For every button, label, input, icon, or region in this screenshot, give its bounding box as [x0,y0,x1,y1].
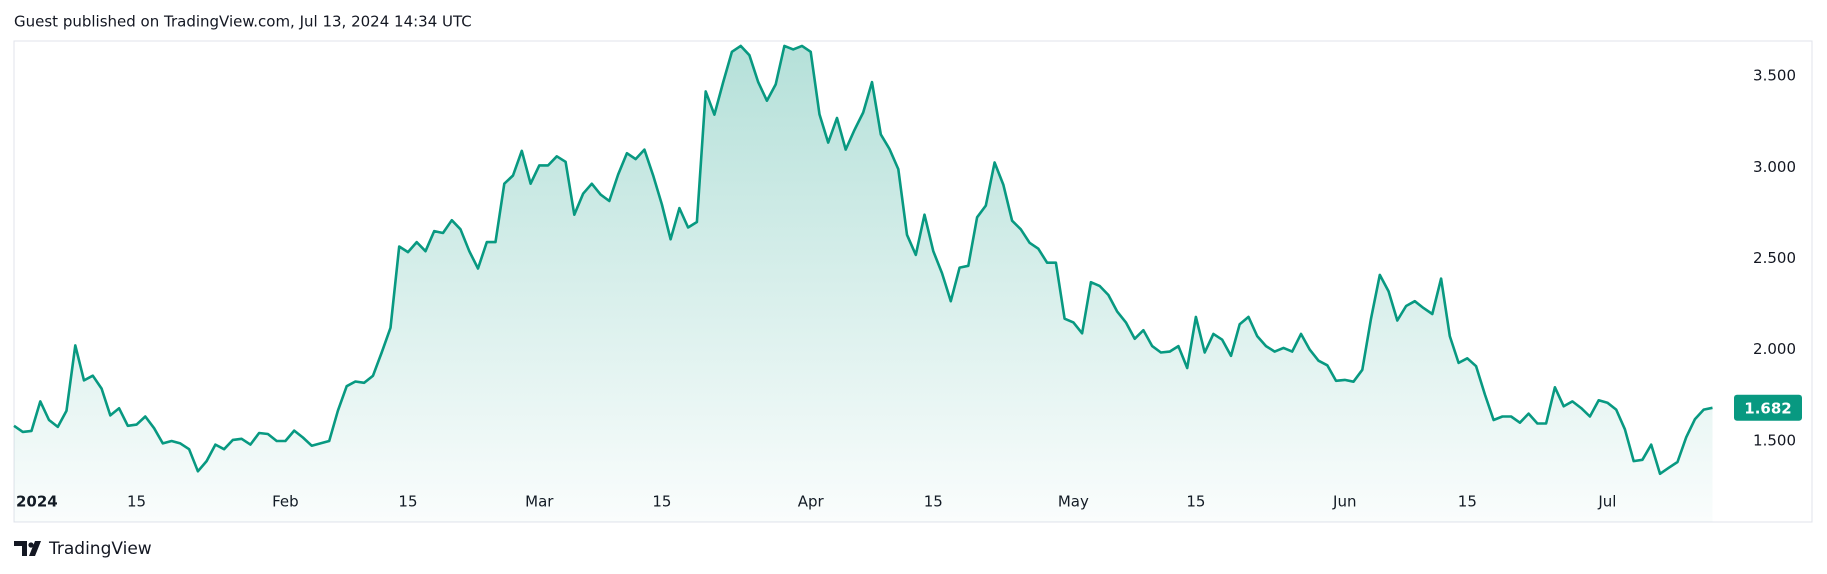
y-tick-label: 3.500 [1753,67,1796,85]
last-price-label: 1.682 [1744,399,1791,417]
y-tick-label: 3.000 [1753,158,1796,176]
publish-info: Guest published on TradingView.com, Jul … [14,13,472,31]
logo-slash [29,541,41,556]
logo-dot [28,542,34,548]
price-line [13,44,1713,476]
tradingview-logo [14,541,41,556]
last-price-badge [1734,394,1802,421]
y-tick-label: 1.500 [1753,431,1796,449]
y-tick-label: 2.500 [1753,249,1796,267]
footer-brand[interactable]: TradingView [48,539,152,559]
y-tick-label: 2.000 [1753,340,1796,358]
area-fill [14,45,1713,523]
logo-mark [14,541,27,556]
